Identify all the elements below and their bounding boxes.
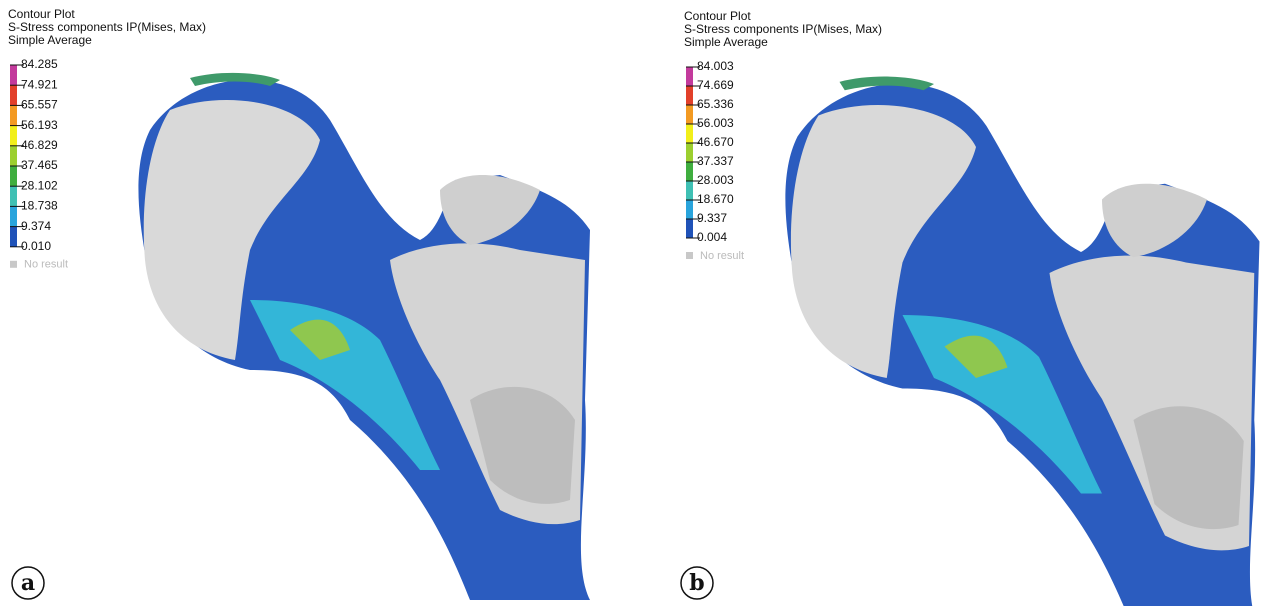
panel-label: a <box>21 570 35 596</box>
bone-model-b <box>785 77 1259 606</box>
legend-band <box>686 86 693 105</box>
figure: Contour PlotS-Stress components IP(Mises… <box>0 0 1267 606</box>
legend-band <box>686 162 693 181</box>
legend-level: 18.738 <box>21 199 58 213</box>
legend-level: 74.669 <box>697 78 734 92</box>
legend-band <box>10 206 17 226</box>
legend-band <box>10 85 17 105</box>
legend-level: 84.003 <box>697 59 734 73</box>
legend-level: 37.465 <box>21 158 58 172</box>
legend-level: 18.670 <box>697 192 734 206</box>
legend-header: S-Stress components IP(Mises, Max) <box>684 22 882 36</box>
legend-band <box>10 126 17 146</box>
legend-band <box>10 227 17 247</box>
legend-level: 84.285 <box>21 57 58 71</box>
legend-level: 28.003 <box>697 173 734 187</box>
legend-band <box>686 181 693 200</box>
legend-level: 9.337 <box>697 211 727 225</box>
legend-band <box>10 166 17 186</box>
legend-level: 74.921 <box>21 77 58 91</box>
no-result-swatch <box>10 261 17 268</box>
legend-band <box>10 65 17 85</box>
no-result-label: No result <box>24 259 68 271</box>
legend-band <box>686 143 693 162</box>
panel-label: b <box>689 570 704 596</box>
legend-band <box>686 219 693 238</box>
legend-band <box>686 67 693 86</box>
legend-band <box>10 146 17 166</box>
legend-level: 46.670 <box>697 135 734 149</box>
legend-level: 28.102 <box>21 178 58 192</box>
legend-level: 37.337 <box>697 154 734 168</box>
no-result-swatch <box>686 252 693 259</box>
legend-header: Simple Average <box>684 35 768 49</box>
legend-level: 9.374 <box>21 219 51 233</box>
legend-level: 0.004 <box>697 230 727 244</box>
legend-header: Contour Plot <box>8 7 75 21</box>
legend-band <box>10 105 17 125</box>
bone-model-a <box>138 73 590 600</box>
legend-level: 65.336 <box>697 97 734 111</box>
legend-header: Contour Plot <box>684 9 751 23</box>
legend-level: 46.829 <box>21 138 58 152</box>
legend-level: 56.193 <box>21 118 58 132</box>
legend-band <box>686 105 693 124</box>
legend-band <box>686 124 693 143</box>
no-result-label: No result <box>700 250 744 262</box>
legend-band <box>10 186 17 206</box>
legend-level: 65.557 <box>21 98 58 112</box>
legend-level: 0.010 <box>21 239 51 253</box>
legend-level: 56.003 <box>697 116 734 130</box>
legend-band <box>686 200 693 219</box>
legend-header: S-Stress components IP(Mises, Max) <box>8 20 206 34</box>
legend-header: Simple Average <box>8 33 92 47</box>
